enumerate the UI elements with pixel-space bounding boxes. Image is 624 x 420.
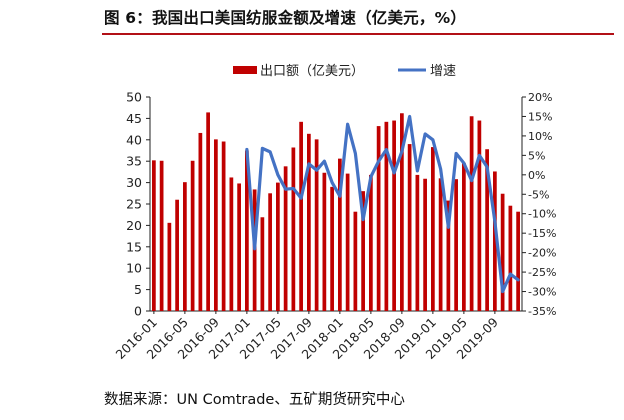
right-tick-label: -20% [528,247,556,260]
bar [477,120,482,311]
bar [268,193,272,311]
legend-bar-swatch [233,66,257,74]
bar [167,222,172,311]
bar [221,141,226,311]
right-tick-label: -10% [528,208,556,221]
legend-bar-label: 出口额（亿美元） [260,64,364,79]
left-tick-label: 35 [126,154,142,169]
left-tick-label: 5 [134,282,142,297]
right-tick-label: -30% [528,286,556,299]
left-tick-label: 20 [126,218,142,233]
bar [446,200,451,311]
bar [392,120,396,311]
left-tick-label: 40 [126,132,142,147]
bar [384,121,389,311]
left-tick-label: 45 [126,111,142,126]
bar [415,174,420,311]
bar [353,211,358,311]
bar [454,179,458,311]
bar [469,116,474,311]
bar [260,217,265,311]
bar [493,171,497,311]
bar [206,112,210,311]
right-tick-label: 0% [528,169,545,182]
bar [190,160,195,311]
bar [423,178,427,311]
left-tick-label: 25 [126,197,142,212]
bar [376,126,381,311]
bar [485,149,489,311]
bar [338,158,342,311]
bar [500,193,505,311]
right-tick-label: 20% [528,91,552,104]
bar [322,172,327,311]
bar [229,177,234,311]
bar [245,150,249,311]
bar [152,160,156,311]
bar [438,178,443,311]
bar [400,113,404,311]
bar [183,182,187,311]
right-tick-label: -25% [528,266,556,279]
title-underline [102,33,614,35]
bar [407,144,412,311]
right-tick-label: 5% [528,149,545,162]
bar [508,205,513,311]
left-tick-label: 15 [126,239,142,254]
bar [314,139,319,311]
chart-title: 图 6：我国出口美国纺服金额及增速（亿美元，%） [104,9,467,27]
bar [462,162,466,311]
left-tick-label: 10 [126,261,142,276]
left-tick-label: 0 [134,304,142,319]
bar [299,121,303,311]
source-note: 数据来源：UN Comtrade、五矿期货研究中心 [104,392,405,408]
bar [361,191,365,311]
bar [431,147,435,311]
bar [307,133,311,311]
bar [369,174,373,311]
bar [198,132,203,311]
bar [291,147,296,311]
bar [330,186,334,311]
bar [159,160,164,311]
growth-line [245,114,520,294]
bar [175,199,179,311]
right-tick-label: 10% [528,130,552,143]
bar [214,139,218,311]
right-tick-label: -5% [528,188,549,201]
right-tick-label: -15% [528,227,556,240]
left-tick-label: 50 [126,90,142,105]
bar [345,173,350,311]
right-tick-label: -35% [528,305,556,318]
right-tick-label: 15% [528,110,552,123]
bar [283,166,288,311]
left-tick-label: 30 [126,175,142,190]
bar [237,183,241,311]
bar [276,182,280,311]
legend-line-label: 增速 [430,64,456,79]
bar [516,211,520,311]
